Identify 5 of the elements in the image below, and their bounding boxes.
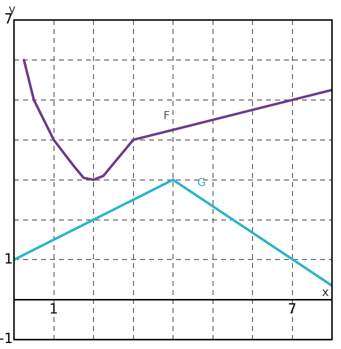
series-label: G — [197, 176, 206, 190]
y-tick-label: -1 — [0, 331, 13, 348]
y-tick-label: 1 — [4, 251, 13, 268]
series-label: F — [163, 108, 170, 122]
x-axis-title: x — [322, 284, 329, 299]
